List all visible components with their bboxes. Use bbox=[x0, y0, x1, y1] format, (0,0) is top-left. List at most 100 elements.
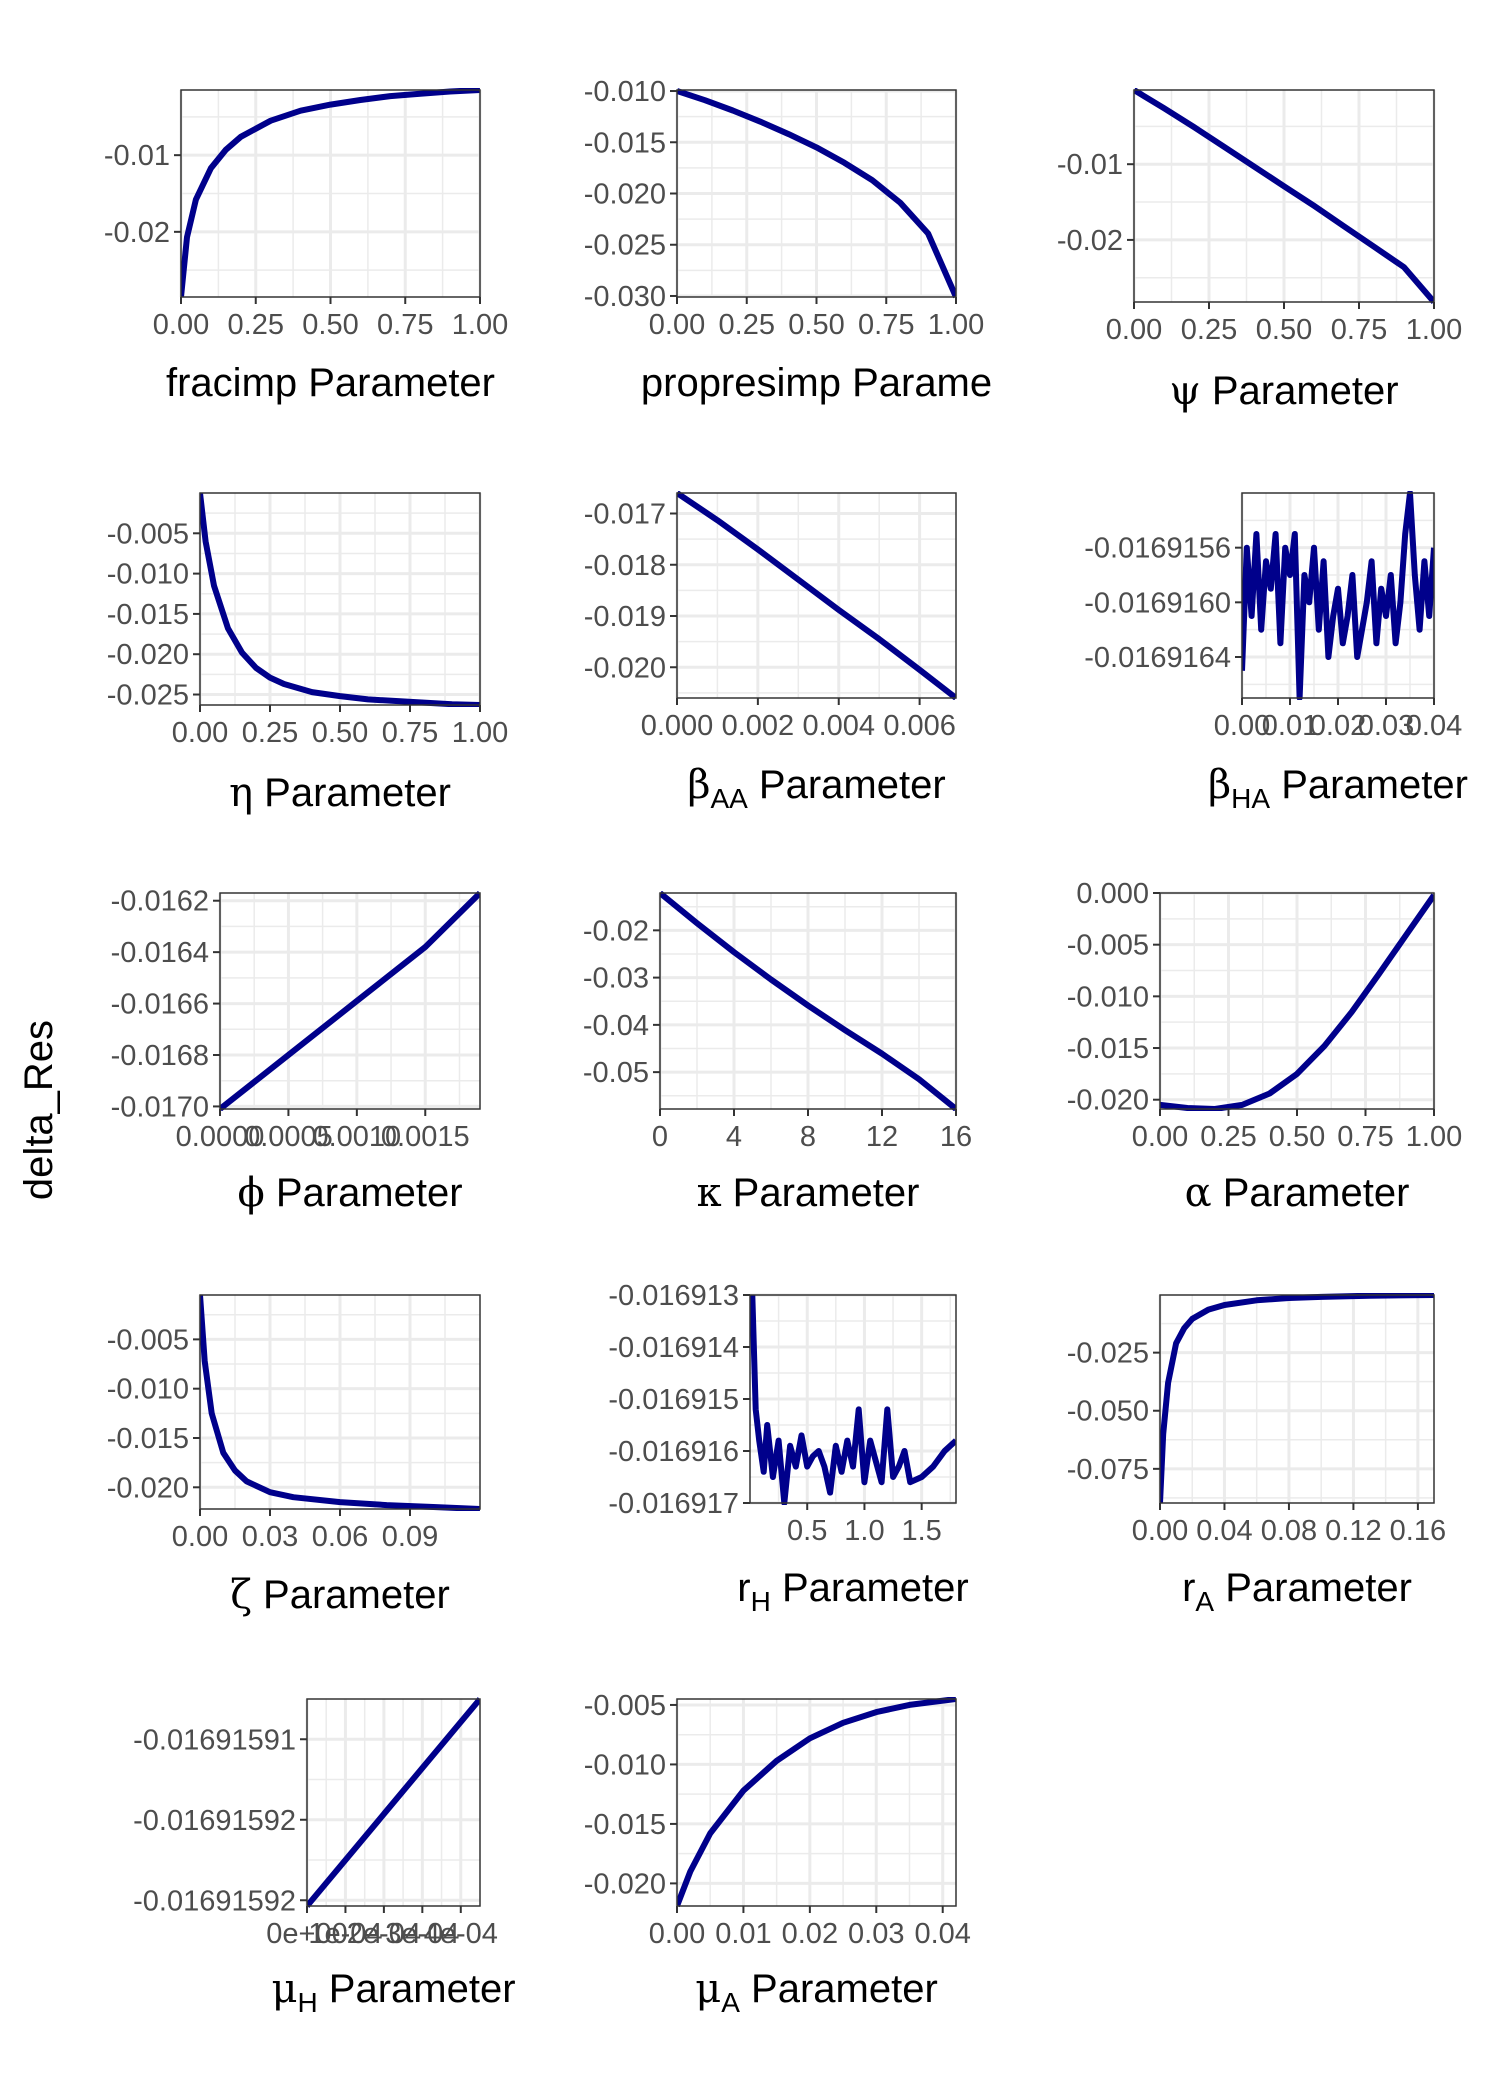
x-tick-label: 0.12 bbox=[1325, 1515, 1381, 1547]
x-tick-label: 0.02 bbox=[782, 1918, 838, 1950]
y-tick-label: -0.025 bbox=[107, 680, 189, 712]
x-tick-label: 1.0 bbox=[844, 1515, 884, 1547]
x-tick-label: 0.0015 bbox=[381, 1121, 470, 1153]
y-tick-label: -0.0164 bbox=[111, 937, 209, 969]
series-line bbox=[1242, 491, 1434, 700]
x-tick-label: 0.25 bbox=[719, 309, 775, 341]
panel-grid bbox=[198, 493, 482, 705]
x-tick-label: 0.01 bbox=[1262, 710, 1318, 742]
x-axis-title: βHA Parameter bbox=[1208, 762, 1468, 814]
y-tick-label: -0.016916 bbox=[608, 1436, 739, 1468]
x-axis-title: rH Parameter bbox=[737, 1566, 968, 1617]
x-axis-title: rA Parameter bbox=[1182, 1566, 1412, 1617]
series-line bbox=[1134, 88, 1434, 304]
panel-grid bbox=[305, 1699, 480, 1906]
x-tick-label: 0.75 bbox=[858, 309, 914, 341]
x-tick-label: 0.75 bbox=[377, 309, 433, 341]
x-tick-label: 0.50 bbox=[312, 717, 368, 749]
y-tick-label: -0.030 bbox=[584, 281, 666, 313]
chart-panel: -0.025 -0.050 -0.075 0.00 0.04 0.08 0.12 0.16 rA… bbox=[1067, 1293, 1446, 1617]
y-tick-label: -0.017 bbox=[584, 499, 666, 531]
y-tick-label: -0.025 bbox=[1067, 1338, 1149, 1370]
series-line bbox=[677, 88, 956, 299]
series-line bbox=[660, 891, 956, 1111]
x-tick-label: 0.0000 bbox=[176, 1121, 265, 1153]
x-tick-label: 0.25 bbox=[1181, 314, 1237, 346]
x-axis-title: propresimp Parame bbox=[641, 361, 992, 405]
x-axis-title: η Parameter bbox=[229, 770, 451, 816]
y-tick-label: -0.01691591 bbox=[133, 1724, 296, 1756]
x-tick-label: 1e-04 bbox=[308, 1918, 382, 1950]
x-tick-label: 1.00 bbox=[452, 717, 508, 749]
x-tick-label: 0.06 bbox=[312, 1521, 368, 1553]
y-tick-label: -0.020 bbox=[584, 179, 666, 211]
x-tick-label: 0.25 bbox=[242, 717, 298, 749]
y-tick-label: -0.015 bbox=[107, 1423, 189, 1455]
x-tick-label: 0.03 bbox=[242, 1521, 298, 1553]
y-axis-title: delta_Res bbox=[17, 1020, 61, 1200]
y-tick-label: -0.015 bbox=[1067, 1033, 1149, 1065]
x-axis-title: ϕ Parameter bbox=[237, 1170, 462, 1216]
x-tick-label: 0.006 bbox=[883, 710, 956, 742]
x-tick-label: 0.03 bbox=[1358, 710, 1414, 742]
y-tick-label: -0.050 bbox=[1067, 1396, 1149, 1428]
y-tick-label: -0.0166 bbox=[111, 989, 209, 1021]
panel-border bbox=[1159, 1294, 1435, 1504]
x-tick-label: 8 bbox=[800, 1121, 816, 1153]
series-line bbox=[200, 492, 480, 707]
x-axis-title: μH Parameter bbox=[271, 1966, 515, 2018]
x-axis-title: μA Parameter bbox=[695, 1966, 938, 2018]
x-tick-label: 0.00 bbox=[1132, 1121, 1188, 1153]
x-tick-label: 1.00 bbox=[1406, 1121, 1462, 1153]
x-axis-title: α Parameter bbox=[1185, 1170, 1410, 1216]
y-tick-label: -0.010 bbox=[584, 76, 666, 108]
x-tick-label: 0.00 bbox=[153, 309, 209, 341]
y-tick-label: -0.04 bbox=[583, 1010, 649, 1042]
y-tick-label: -0.005 bbox=[107, 1324, 189, 1356]
x-tick-label: 0.50 bbox=[1269, 1121, 1325, 1153]
x-tick-label: 0.5 bbox=[787, 1515, 827, 1547]
y-tick-label: -0.02 bbox=[583, 915, 649, 947]
x-tick-label: 0.002 bbox=[722, 710, 795, 742]
y-tick-label: -0.020 bbox=[1067, 1085, 1149, 1117]
y-tick-label: -0.01691592 bbox=[133, 1885, 296, 1917]
y-tick-label: -0.0169164 bbox=[1084, 642, 1231, 674]
series-line bbox=[677, 1697, 956, 1908]
x-tick-label: 1.00 bbox=[452, 309, 508, 341]
x-tick-label: 1.00 bbox=[928, 309, 984, 341]
x-tick-label: 0.75 bbox=[1337, 1121, 1393, 1153]
x-axis-title: βAA Parameter bbox=[687, 762, 945, 814]
panel-border bbox=[306, 1698, 481, 1907]
panel-border bbox=[219, 892, 481, 1110]
x-tick-label: 0 bbox=[652, 1121, 668, 1153]
y-tick-label: -0.0170 bbox=[111, 1091, 209, 1123]
y-tick-label: -0.0169160 bbox=[1084, 587, 1231, 619]
x-tick-label: 0.16 bbox=[1390, 1515, 1446, 1547]
x-axis-title: ζ Parameter bbox=[230, 1572, 450, 1618]
x-tick-label: 0.00 bbox=[649, 309, 705, 341]
chart-panel: -0.01691591-0.01691592-0.016915920e+001e… bbox=[133, 1697, 516, 2018]
y-tick-label: -0.01691592 bbox=[133, 1805, 296, 1837]
x-tick-label: 16 bbox=[940, 1121, 972, 1153]
x-axis-title: fracimp Parameter bbox=[166, 361, 495, 405]
x-tick-label: 0.00 bbox=[172, 1521, 228, 1553]
y-tick-label: -0.015 bbox=[584, 1809, 666, 1841]
x-tick-label: 2e-04 bbox=[347, 1918, 421, 1950]
y-tick-label: -0.016917 bbox=[608, 1488, 739, 1520]
y-tick-label: -0.016913 bbox=[608, 1280, 739, 1312]
x-tick-label: 0.75 bbox=[382, 717, 438, 749]
y-tick-label: -0.075 bbox=[1067, 1454, 1149, 1486]
x-tick-label: 0.00 bbox=[1132, 1515, 1188, 1547]
x-tick-label: 1.5 bbox=[902, 1515, 942, 1547]
panel-background bbox=[1160, 1295, 1434, 1503]
y-tick-label: -0.015 bbox=[584, 127, 666, 159]
y-tick-label: -0.005 bbox=[1067, 930, 1149, 962]
x-axis-title: κ Parameter bbox=[697, 1170, 920, 1216]
x-tick-label: 0e+00 bbox=[266, 1918, 347, 1950]
x-tick-label: 0.09 bbox=[382, 1521, 438, 1553]
chart-panel: -0.01 -0.02 0.00 0.25 0.50 0.75 1.00ψ Paramete… bbox=[1057, 88, 1462, 414]
panel-background bbox=[677, 1699, 956, 1906]
series-line bbox=[220, 891, 480, 1111]
